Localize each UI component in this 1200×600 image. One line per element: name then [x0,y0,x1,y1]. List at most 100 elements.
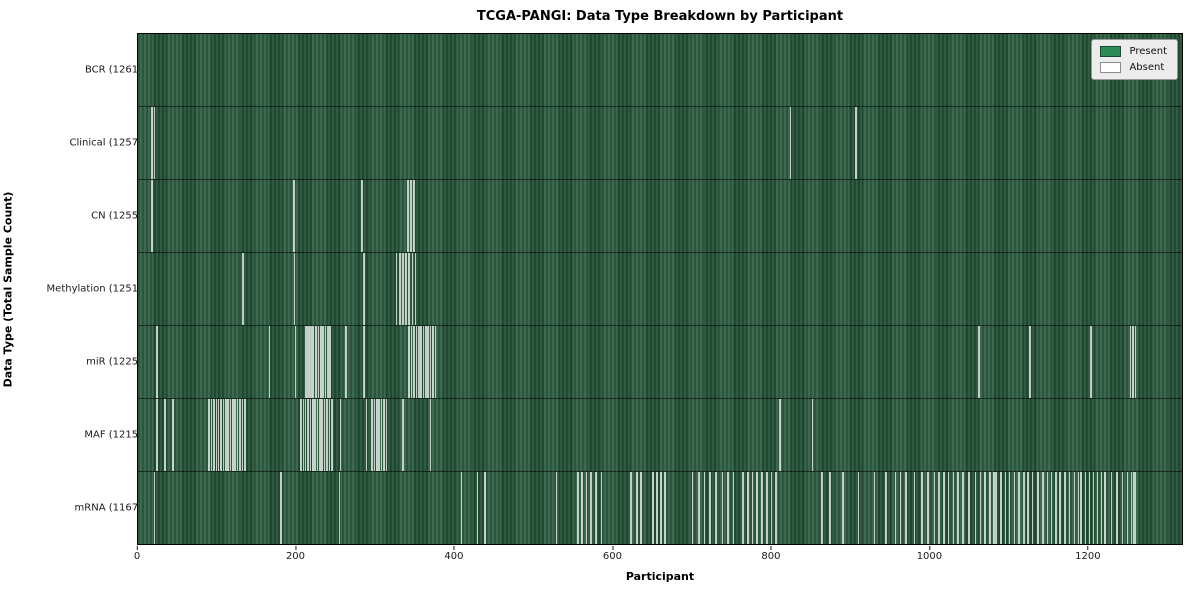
absent-stripe [217,399,220,471]
absent-stripe [476,472,479,544]
absent-stripe [555,472,558,544]
absent-stripe [410,326,413,398]
absent-stripe [1013,472,1016,544]
absent-stripe [1129,326,1132,398]
xtick-mark [928,546,930,550]
absent-stripe [1130,472,1133,544]
row-mrna [138,471,1182,544]
absent-stripe [316,399,319,471]
absent-stripe [921,472,923,544]
absent-stripe [1116,472,1118,544]
absent-stripe [968,472,971,544]
absent-stripe [1023,472,1025,544]
absent-stripe [232,399,234,471]
ytick-label-maf: MAF (1215) [84,429,142,441]
absent-stripe [309,399,312,471]
absent-stripe [979,472,982,544]
xtick-value: 1000 [916,551,943,562]
absent-stripe [585,472,588,544]
xtick-800: 800 [761,545,780,562]
absent-stripe [328,399,331,471]
absent-stripe [429,326,432,398]
absent-stripe [241,399,244,471]
xtick-0: 0 [134,545,140,562]
absent-stripe [732,472,735,544]
absent-stripe [312,399,314,471]
absent-stripe [1110,472,1113,544]
absent-stripe [408,326,411,398]
absent-stripe [324,326,327,398]
xtick-value: 600 [602,551,622,562]
absent-stripe [395,253,398,325]
absent-stripe [663,472,666,544]
absent-stripe [151,107,154,179]
absent-stripe [323,399,326,471]
absent-stripe [420,326,422,398]
absent-stripe [652,472,654,544]
absent-stripe [984,472,986,544]
absent-stripe [153,107,156,179]
xtick-value: 200 [285,551,306,562]
absent-stripe [841,472,844,544]
absent-stripe [322,326,324,398]
absent-stripe [365,399,368,471]
xtick-200: 200 [286,545,305,562]
ytick-label-bcr: BCR (1261) [84,64,142,76]
absent-stripe [1068,472,1071,544]
xtick-mark [611,546,613,550]
absent-stripe [1090,326,1092,398]
absent-stripe [1092,472,1095,544]
absent-stripe [304,399,307,471]
absent-stripe [227,399,229,471]
absent-stripe [1042,472,1044,544]
absent-stripe [319,399,321,471]
absent-stripe [1088,472,1091,544]
absent-stripe [742,472,744,544]
absent-stripe [371,399,373,471]
absent-stripe [234,399,237,471]
legend-entry-present: Present [1100,46,1167,57]
absent-stripe [293,253,296,325]
absent-stripe [765,472,768,544]
row-methylation [138,252,1182,325]
absent-stripe [321,399,324,471]
absent-stripe [691,472,694,544]
absent-stripe [300,399,302,471]
absent-stripe [329,326,331,398]
ytick-label-mrna: mRNA (1167) [74,502,142,514]
ytick-label-cn: CN (1255) [91,210,142,222]
absent-stripe [383,399,385,471]
absent-stripe [751,472,754,544]
absent-stripe [962,472,964,544]
absent-stripe [640,472,642,544]
xtick-value: 400 [444,551,464,562]
chart-title: TCGA-PANGI: Data Type Breakdown by Parti… [476,9,844,24]
absent-stripe [636,472,638,544]
absent-stripe [855,107,857,179]
absent-stripe [215,399,218,471]
xtick-mark [294,546,296,550]
absent-stripe [239,399,241,471]
absent-stripe [242,253,244,325]
absent-stripe [1132,326,1134,398]
absent-stripe [302,399,305,471]
absent-stripe [1018,472,1020,544]
absent-stripe [411,253,414,325]
absent-stripe [378,399,381,471]
absent-stripe [229,399,232,471]
row-mir [138,325,1182,398]
absent-stripe [947,472,950,544]
legend-label-present: Present [1129,46,1167,57]
row-maf [138,398,1182,471]
absent-stripe [220,399,222,471]
ytick-label-methylation: Methylation (1251) [46,283,142,295]
absent-stripe [432,326,434,398]
absent-stripe [408,253,411,325]
absent-stripe [315,326,317,398]
row-bcr [138,34,1182,106]
absent-stripe [1055,472,1058,544]
legend-entry-absent: Absent [1100,62,1167,73]
xtick-mark [770,546,772,550]
absent-stripe [709,472,711,544]
